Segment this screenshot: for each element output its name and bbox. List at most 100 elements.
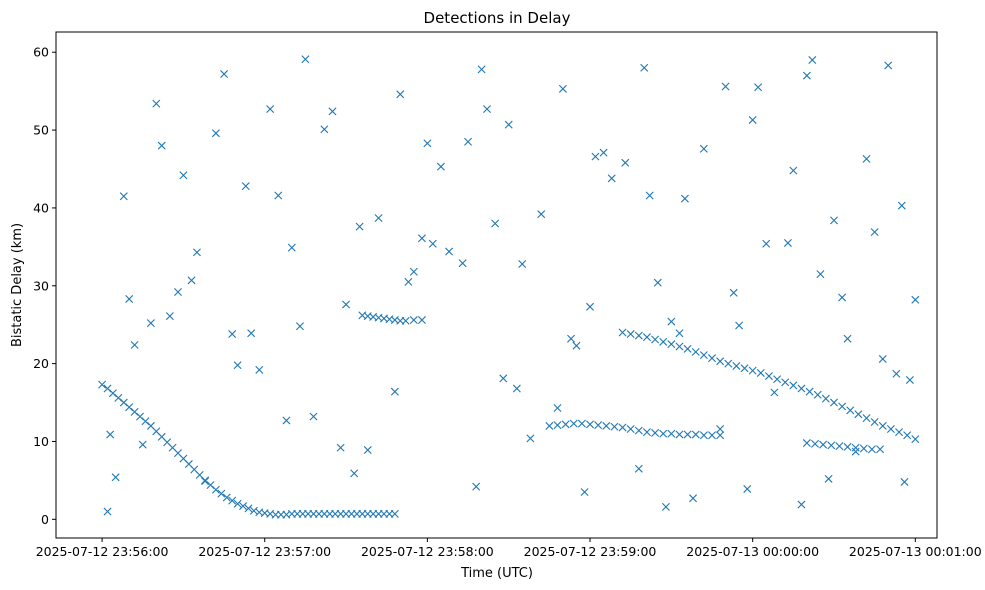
data-point: [409, 316, 418, 325]
data-point: [680, 194, 689, 203]
data-point: [374, 214, 383, 223]
x-tick-label: 2025-07-12 23:59:00: [524, 544, 657, 559]
data-point: [835, 442, 844, 451]
data-point: [483, 105, 492, 114]
data-point: [404, 277, 413, 286]
data-point: [683, 344, 692, 353]
data-point: [98, 380, 107, 389]
data-point: [363, 446, 372, 455]
data-point: [599, 148, 608, 157]
x-tick-label: 2025-07-12 23:58:00: [361, 544, 494, 559]
data-point: [821, 394, 830, 403]
data-point: [843, 334, 852, 343]
data-point: [295, 322, 304, 331]
data-point: [661, 502, 670, 511]
data-point: [591, 152, 600, 161]
data-point: [626, 330, 635, 339]
data-point: [553, 421, 562, 430]
data-point: [851, 447, 860, 456]
data-point: [526, 434, 535, 443]
data-point: [390, 387, 399, 396]
data-point: [445, 247, 454, 256]
data-point: [401, 316, 410, 325]
data-point: [179, 171, 188, 180]
data-point: [274, 191, 283, 200]
data-point: [355, 222, 364, 231]
data-point: [651, 335, 660, 344]
data-point: [138, 440, 147, 449]
data-point: [659, 337, 668, 346]
data-point: [802, 71, 811, 80]
data-point: [428, 239, 437, 248]
data-point: [667, 317, 676, 326]
data-point: [472, 482, 481, 491]
data-point: [634, 331, 643, 340]
data-point: [764, 372, 773, 381]
data-point: [602, 421, 611, 430]
data-point: [577, 419, 586, 428]
data-point: [634, 426, 643, 435]
data-point: [729, 288, 738, 297]
data-point: [222, 493, 231, 502]
chart-title: Detections in Delay: [424, 9, 571, 27]
data-point: [905, 375, 914, 384]
data-point: [187, 276, 196, 285]
data-point: [756, 368, 765, 377]
data-point: [911, 435, 920, 444]
data-point: [477, 65, 486, 74]
data-point: [824, 474, 833, 483]
data-point: [645, 191, 654, 200]
data-point: [130, 340, 139, 349]
data-point: [895, 428, 904, 437]
data-point: [220, 70, 229, 79]
data-point: [699, 351, 708, 360]
data-point: [350, 469, 359, 478]
data-point: [640, 63, 649, 72]
data-point: [247, 329, 256, 338]
data-point: [157, 141, 166, 150]
data-point: [228, 496, 237, 505]
y-axis-label: Bistatic Delay (km): [10, 223, 25, 347]
data-point: [201, 477, 210, 486]
y-tick-label: 50: [33, 123, 49, 138]
data-point: [561, 420, 570, 429]
x-axis-label: Time (UTC): [460, 566, 533, 581]
x-axis: 2025-07-12 23:56:00 2025-07-12 23:57:00 20…: [36, 538, 982, 559]
data-point: [504, 120, 513, 129]
data-point: [558, 84, 567, 93]
data-point: [878, 354, 887, 363]
y-tick-label: 10: [33, 434, 49, 449]
data-point: [651, 428, 660, 437]
data-point: [464, 137, 473, 146]
data-point: [211, 129, 220, 138]
data-point: [699, 144, 708, 153]
data-point: [328, 107, 337, 116]
data-point: [884, 61, 893, 70]
data-point: [621, 158, 630, 167]
data-point: [233, 499, 242, 508]
data-point: [249, 506, 258, 515]
data-point: [569, 419, 578, 428]
data-point: [309, 412, 318, 421]
data-point: [537, 210, 546, 219]
y-tick-label: 0: [41, 512, 49, 527]
data-point: [691, 430, 700, 439]
data-point: [667, 340, 676, 349]
data-point: [491, 219, 500, 228]
data-point: [390, 509, 399, 518]
data-point: [732, 361, 741, 370]
data-point: [892, 369, 901, 378]
y-tick-label: 20: [33, 356, 49, 371]
data-point: [173, 288, 182, 296]
data-point: [518, 259, 527, 268]
data-point: [553, 404, 562, 412]
data-point: [499, 374, 508, 383]
data-point: [106, 430, 115, 439]
data-point: [266, 105, 275, 114]
data-point: [716, 357, 725, 366]
data-point: [233, 361, 242, 370]
data-point: [417, 316, 426, 325]
data-point: [748, 366, 757, 375]
data-point: [642, 428, 651, 437]
